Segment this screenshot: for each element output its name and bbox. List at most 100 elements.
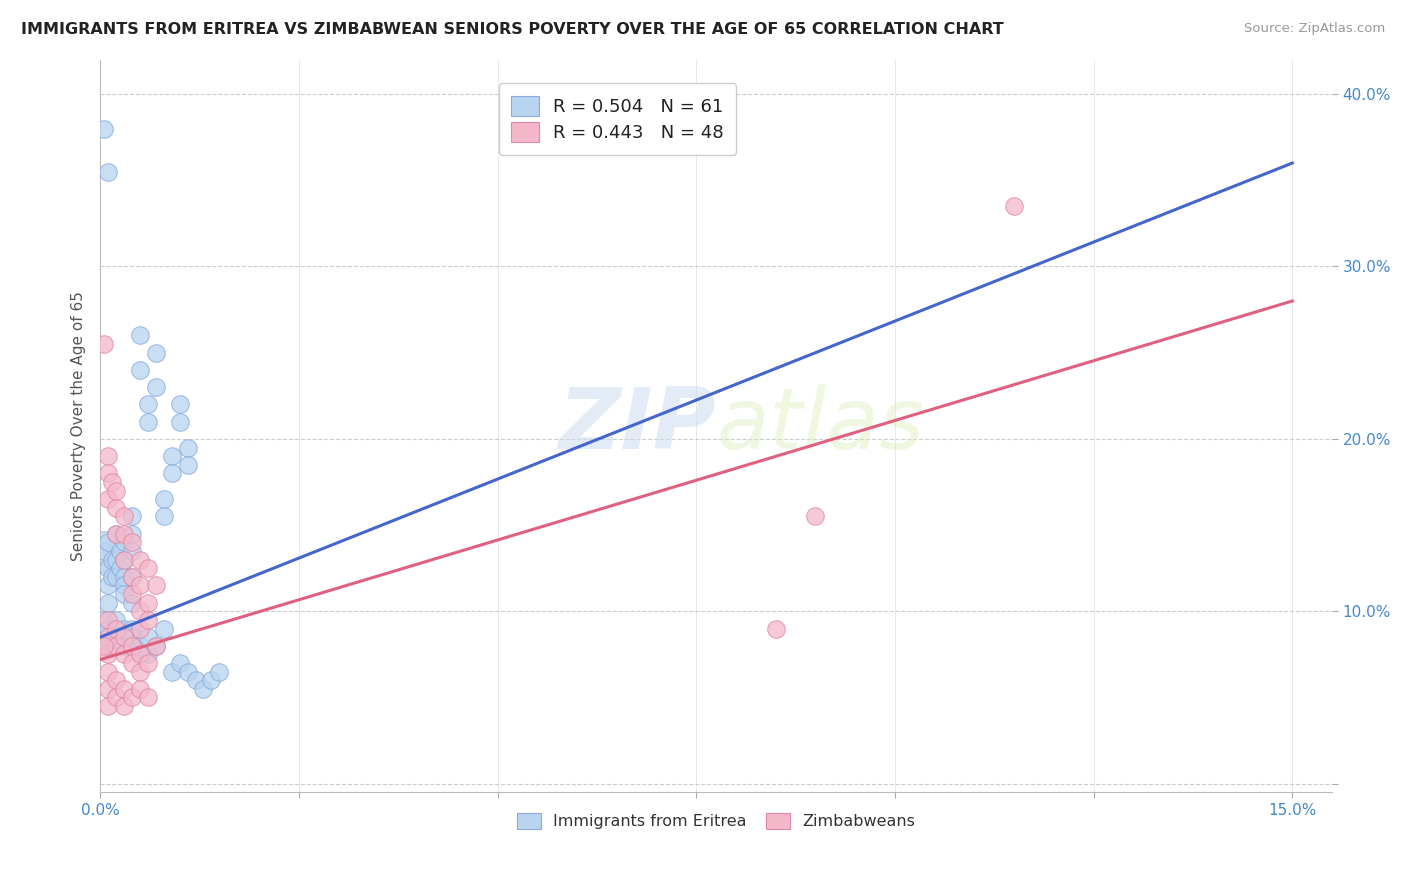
Point [145, 578, 167, 592]
Point [160, 449, 183, 463]
Point [101, 552, 124, 566]
Point [136, 561, 159, 575]
Point [169, 415, 191, 429]
Point [112, 681, 135, 696]
Point [93, 613, 115, 627]
Point [105, 483, 128, 498]
Point [121, 596, 143, 610]
Point [136, 613, 159, 627]
Point [97, 699, 120, 714]
Point [128, 681, 150, 696]
Point [136, 415, 159, 429]
Point [112, 535, 135, 549]
Point [97, 613, 120, 627]
Point [105, 526, 128, 541]
Point [105, 570, 128, 584]
Point [136, 397, 159, 411]
Point [184, 673, 207, 688]
Point [128, 604, 150, 618]
Point [121, 622, 143, 636]
Point [105, 639, 128, 653]
Point [97, 578, 120, 592]
Point [136, 656, 159, 670]
Point [97, 164, 120, 178]
Point [112, 648, 135, 662]
Point [112, 570, 135, 584]
Point [176, 665, 198, 679]
Point [97, 596, 120, 610]
Point [136, 648, 159, 662]
Point [160, 467, 183, 481]
Point [145, 639, 167, 653]
Point [112, 639, 135, 653]
Point [121, 630, 143, 644]
Point [121, 526, 143, 541]
Point [200, 673, 222, 688]
Point [152, 509, 174, 524]
Legend: Immigrants from Eritrea, Zimbabweans: Immigrants from Eritrea, Zimbabweans [510, 806, 922, 836]
Point [97, 639, 120, 653]
Point [121, 570, 143, 584]
Point [101, 475, 124, 489]
Point [93, 639, 115, 653]
Point [121, 535, 143, 549]
Point [128, 648, 150, 662]
Point [97, 630, 120, 644]
Point [136, 596, 159, 610]
Point [121, 587, 143, 601]
Point [176, 458, 198, 472]
Point [804, 509, 827, 524]
Point [112, 509, 135, 524]
Point [121, 639, 143, 653]
Point [128, 552, 150, 566]
Point [93, 544, 115, 558]
Point [105, 673, 128, 688]
Point [128, 648, 150, 662]
Point [136, 690, 159, 705]
Point [105, 552, 128, 566]
Point [121, 656, 143, 670]
Point [101, 570, 124, 584]
Point [128, 665, 150, 679]
Point [112, 552, 135, 566]
Text: ZIP: ZIP [558, 384, 716, 467]
Point [169, 656, 191, 670]
Point [108, 544, 131, 558]
Point [97, 535, 120, 549]
Point [112, 699, 135, 714]
Point [105, 613, 128, 627]
Point [208, 665, 231, 679]
Y-axis label: Seniors Poverty Over the Age of 65: Seniors Poverty Over the Age of 65 [72, 291, 86, 561]
Point [169, 397, 191, 411]
Point [105, 500, 128, 515]
Point [145, 639, 167, 653]
Text: Source: ZipAtlas.com: Source: ZipAtlas.com [1244, 22, 1385, 36]
Point [152, 622, 174, 636]
Point [105, 622, 128, 636]
Point [97, 681, 120, 696]
Point [93, 337, 115, 351]
Point [121, 570, 143, 584]
Point [765, 622, 787, 636]
Point [145, 345, 167, 359]
Point [193, 681, 215, 696]
Point [105, 690, 128, 705]
Point [121, 509, 143, 524]
Point [136, 630, 159, 644]
Point [128, 639, 150, 653]
Point [112, 552, 135, 566]
Point [145, 380, 167, 394]
Point [97, 492, 120, 507]
Point [93, 121, 115, 136]
Point [97, 449, 120, 463]
Text: atlas: atlas [716, 384, 924, 467]
Point [152, 492, 174, 507]
Point [108, 561, 131, 575]
Point [121, 544, 143, 558]
Point [160, 665, 183, 679]
Point [112, 622, 135, 636]
Text: IMMIGRANTS FROM ERITREA VS ZIMBABWEAN SENIORS POVERTY OVER THE AGE OF 65 CORRELA: IMMIGRANTS FROM ERITREA VS ZIMBABWEAN SE… [21, 22, 1004, 37]
Point [97, 467, 120, 481]
Point [176, 441, 198, 455]
Point [97, 561, 120, 575]
